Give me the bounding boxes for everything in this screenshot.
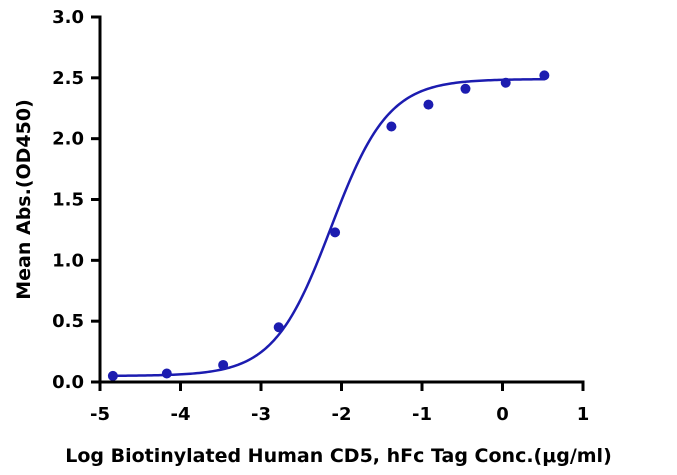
x-tick-label: -3 <box>251 404 271 425</box>
data-point <box>107 370 118 381</box>
y-axis-title: Mean Abs.(OD450) <box>13 99 35 300</box>
x-tick-label: 1 <box>577 404 590 425</box>
data-point <box>218 359 229 370</box>
y-tick-label: 2.5 <box>52 68 84 89</box>
fit-curve <box>111 77 546 378</box>
data-point <box>273 322 284 333</box>
y-tick-label: 0.5 <box>52 311 84 332</box>
y-tick-label: 3.0 <box>52 7 84 28</box>
data-point <box>161 368 172 379</box>
data-point <box>539 70 550 81</box>
data-points <box>107 70 550 381</box>
x-axis-title: Log Biotinylated Human CD5, hFc Tag Conc… <box>65 445 612 467</box>
x-tick-label: -2 <box>332 404 352 425</box>
data-point <box>500 77 511 88</box>
y-tick-label: 2.0 <box>52 129 84 150</box>
y-tick-label: 1.5 <box>52 190 84 211</box>
x-tick-label: -5 <box>90 404 110 425</box>
x-tick-label: -1 <box>412 404 432 425</box>
x-tick-label: -4 <box>171 404 191 425</box>
x-tick-label: 0 <box>496 404 509 425</box>
y-axis-ticks: 0.0 0.5 1.0 1.5 2.0 2.5 3.0 <box>52 7 100 393</box>
x-axis-ticks: -5 -4 -3 -2 -1 0 1 <box>90 382 589 425</box>
data-point <box>386 121 397 132</box>
data-point <box>460 83 471 94</box>
y-tick-label: 1.0 <box>52 250 84 271</box>
y-tick-label: 0.0 <box>52 372 84 393</box>
data-point <box>330 227 341 238</box>
data-point <box>423 99 434 110</box>
